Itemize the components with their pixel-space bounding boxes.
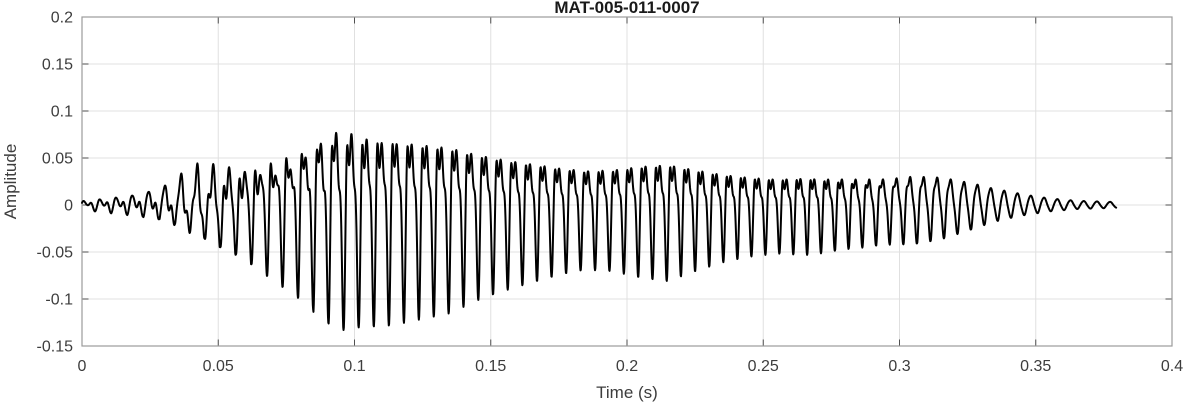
y-tick-label: 0.1: [51, 104, 73, 121]
y-tick-label: -0.15: [37, 339, 74, 356]
y-tick-label: 0.05: [42, 151, 73, 168]
x-axis-label: Time (s): [596, 383, 658, 402]
x-tick-label: 0.3: [888, 358, 910, 375]
y-tick-label: -0.05: [37, 245, 74, 262]
y-tick-label: 0.2: [51, 10, 73, 27]
chart-title: MAT-005-011-0007: [554, 0, 699, 17]
grid-lines: [82, 17, 1172, 346]
x-tick-label: 0.15: [475, 358, 506, 375]
y-tick-labels: -0.15 -0.1 -0.05 0 0.05 0.1 0.15 0.2: [37, 10, 74, 356]
waveform-path: [81, 131, 1118, 331]
y-tick-label: 0: [64, 198, 73, 215]
y-tick-label: 0.15: [42, 57, 73, 74]
x-tick-label: 0.2: [616, 358, 638, 375]
x-tick-label: 0.25: [748, 358, 779, 375]
x-tick-label: 0.35: [1020, 358, 1051, 375]
plot-border: [81, 16, 1173, 347]
x-tick-label: 0.4: [1161, 358, 1183, 375]
x-tick-label: 0: [78, 358, 87, 375]
x-tick-label: 0.05: [203, 358, 234, 375]
x-tick-label: 0.1: [343, 358, 365, 375]
x-tick-labels: 0 0.05 0.1 0.15 0.2 0.25 0.3 0.35 0.4: [78, 358, 1184, 375]
y-axis-label: Amplitude: [1, 144, 20, 220]
y-tick-label: -0.1: [45, 292, 73, 309]
